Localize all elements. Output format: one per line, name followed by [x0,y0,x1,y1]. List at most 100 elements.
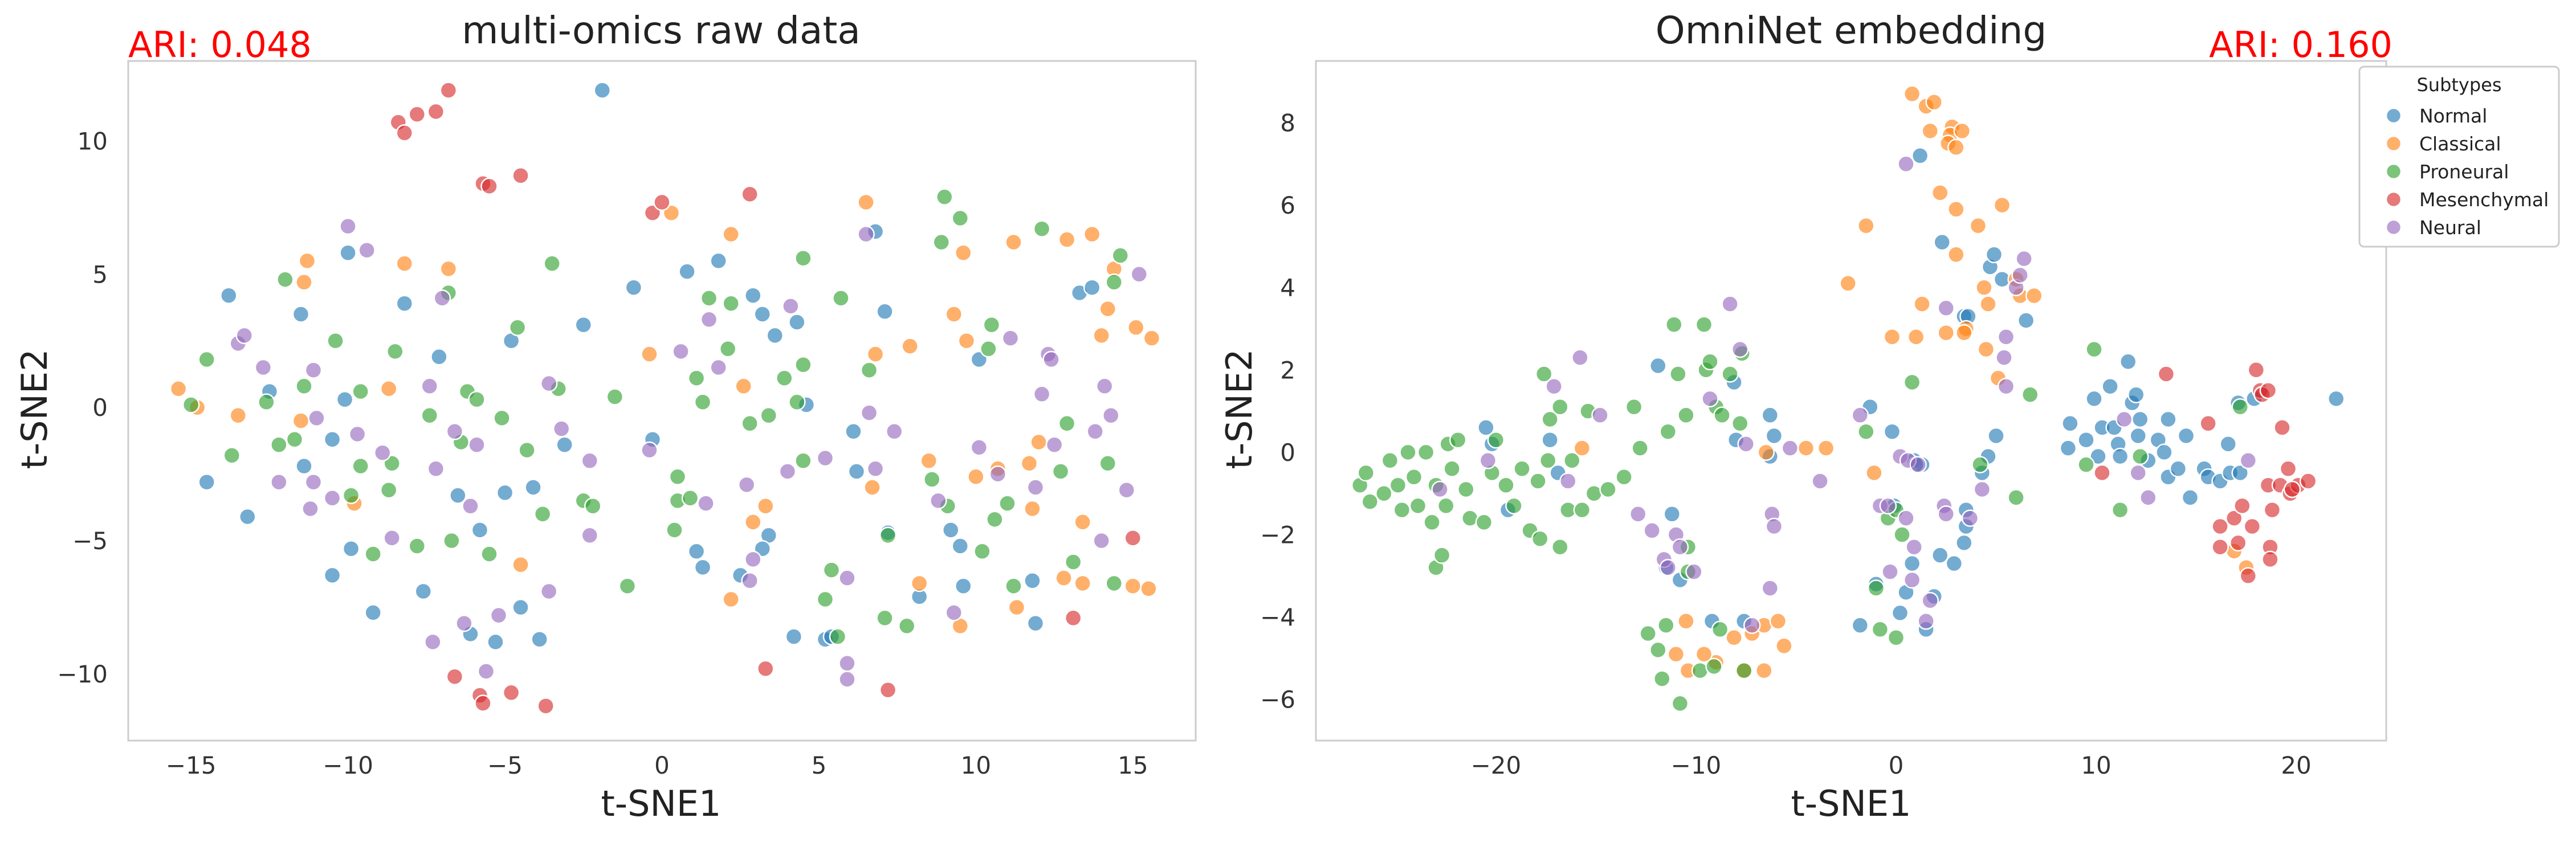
scatter-point [1064,553,1082,571]
scatter-point [1064,609,1082,627]
scatter-point [2093,464,2111,482]
scatter-point [1127,318,1145,337]
x-tick-label: 0 [1889,751,1904,779]
scatter-point [490,606,508,624]
scatter-point [1677,612,1695,630]
scatter-point [198,350,215,369]
scatter-point [653,193,671,211]
scatter-point [352,382,369,400]
scatter-point [1475,513,1493,532]
scatter-point [229,406,247,424]
scatter-point [1541,431,1559,449]
scatter-point [1947,138,1965,157]
scatter-point [2089,447,2107,465]
scatter-point [1001,329,1020,347]
scatter-point [2101,377,2119,395]
scatter-point [1671,694,1689,713]
scatter-point [1513,460,1531,478]
scatter-point [838,655,856,672]
scatter-point [1993,196,2011,214]
scatter-point [198,473,215,491]
panel-title: OmniNet embedding [1656,9,2047,52]
scatter-point [776,369,793,387]
scatter-point [1563,452,1581,469]
scatter-point [1987,427,2005,445]
scatter-point [439,81,458,99]
scatter-point [1573,501,1591,519]
x-tick-label: 10 [2081,751,2111,779]
x-axis-label: t-SNE1 [1791,783,1911,824]
scatter-point [1743,616,1761,634]
scatter-point [342,487,360,504]
y-tick-label: 4 [1280,274,1295,302]
x-tick-label: −5 [487,751,523,779]
scatter-point [2181,489,2199,506]
scatter-point [879,681,897,699]
scatter-point [2169,460,2187,478]
scatter-point [1725,628,1743,647]
scatter-point [295,273,313,291]
scatter-point [1851,616,1869,634]
scatter-point [533,505,552,523]
scatter-point [430,348,448,366]
scatter-point [1973,480,1991,498]
scatter-point [1381,452,1399,469]
scatter-point [424,633,442,651]
scatter-point [1102,406,1120,424]
scatter-point [1907,328,1925,346]
scatter-point [1721,295,1739,313]
scatter-point [352,457,369,475]
scatter-point [1124,577,1142,595]
scatter-point [788,313,806,331]
scatter-point [700,289,718,307]
scatter-point [502,684,520,702]
scatter-point [304,361,323,379]
scatter-point [1531,530,1549,547]
scatter-point [292,305,310,323]
scatter-point [270,436,288,453]
scatter-point [1925,93,1943,111]
y-tick-label: 5 [92,260,108,288]
scatter-point [951,537,969,555]
scatter-point [2231,464,2249,482]
scatter-point [408,537,426,555]
x-tick-label: −15 [166,751,217,779]
scatter-point [860,361,878,379]
scatter-point [955,577,972,595]
scatter-point [1055,569,1073,587]
series-mesenchymal [389,81,1142,715]
scatter-point [1423,513,1441,532]
scatter-point [2247,361,2265,379]
scatter-point [681,489,699,507]
scatter-point [1639,624,1657,643]
scatter-point [942,521,960,539]
scatter-point [885,423,903,440]
scatter-point [1761,579,1779,597]
scatter-point [2115,410,2133,428]
scatter-point [1625,398,1643,416]
scatter-point [879,526,897,545]
scatter-point [753,305,772,323]
scatter-point [543,255,561,272]
scatter-point [2243,517,2261,536]
scatter-point [396,255,414,272]
scatter-point [1497,476,1515,494]
scatter-point [1811,472,1829,490]
series-classical [1573,85,2255,680]
legend-entries: Normal Classical Proneural Mesenchymal Neura… [2385,105,2549,239]
scatter-point [757,497,775,515]
scatter-point [1457,480,1475,498]
scatter-point [1781,439,1799,457]
scatter-point [1665,316,1683,333]
y-tick-label: −10 [57,660,108,688]
legend: Subtypes Normal Classical Proneural Mesench… [2358,66,2560,248]
scatter-point [348,425,366,443]
scatter-point [1985,246,2003,264]
scatter-point [945,604,963,622]
scatter-point [2025,287,2043,305]
scatter-point [1361,493,1379,510]
y-axis-label: t-SNE2 [1218,349,1260,469]
scatter-point [1671,538,1689,556]
panel-title: multi-omics raw data [462,9,861,52]
scatter-point [1955,534,1973,552]
